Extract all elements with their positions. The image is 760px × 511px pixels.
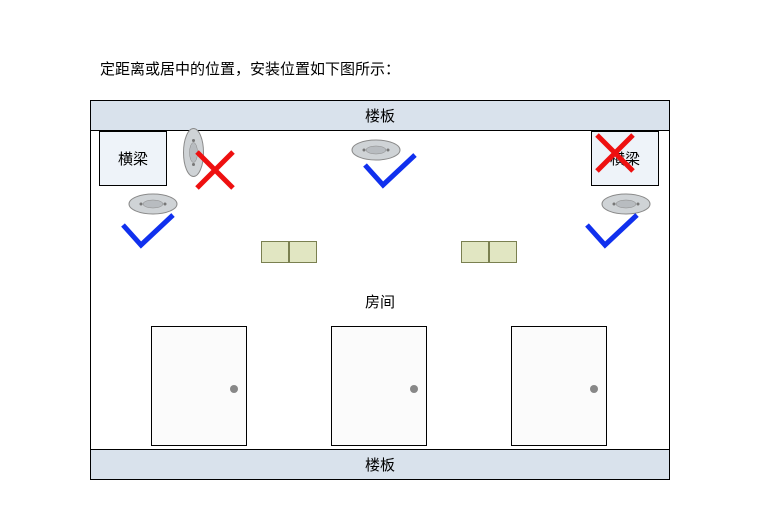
sensor (351, 139, 401, 166)
doorknob (230, 385, 238, 393)
sensor (128, 193, 178, 220)
sensor-icon (128, 193, 178, 215)
slab-bottom: 楼板 (91, 449, 669, 479)
doorknob (410, 385, 418, 393)
beam: 横梁 (591, 131, 659, 186)
sensor-icon (183, 128, 205, 178)
room-label: 房间 (365, 291, 395, 312)
indicator-box (289, 241, 317, 263)
beam: 横梁 (99, 131, 167, 186)
sensor-icon (601, 193, 651, 215)
doorknob (590, 385, 598, 393)
slab-label: 楼板 (365, 454, 395, 475)
caption: 定距离或居中的位置，安装位置如下图所示： (100, 58, 400, 79)
door (151, 326, 247, 446)
slab-top: 楼板 (91, 101, 669, 131)
indicator-box (261, 241, 289, 263)
sensor-icon (351, 139, 401, 161)
door (511, 326, 607, 446)
slab-label: 楼板 (365, 105, 395, 126)
indicator-box (489, 241, 517, 263)
indicator-box (461, 241, 489, 263)
door (331, 326, 427, 446)
room-diagram: 楼板 楼板 房间 横梁 横梁 (90, 100, 670, 480)
sensor (601, 193, 651, 220)
sensor (178, 128, 205, 178)
